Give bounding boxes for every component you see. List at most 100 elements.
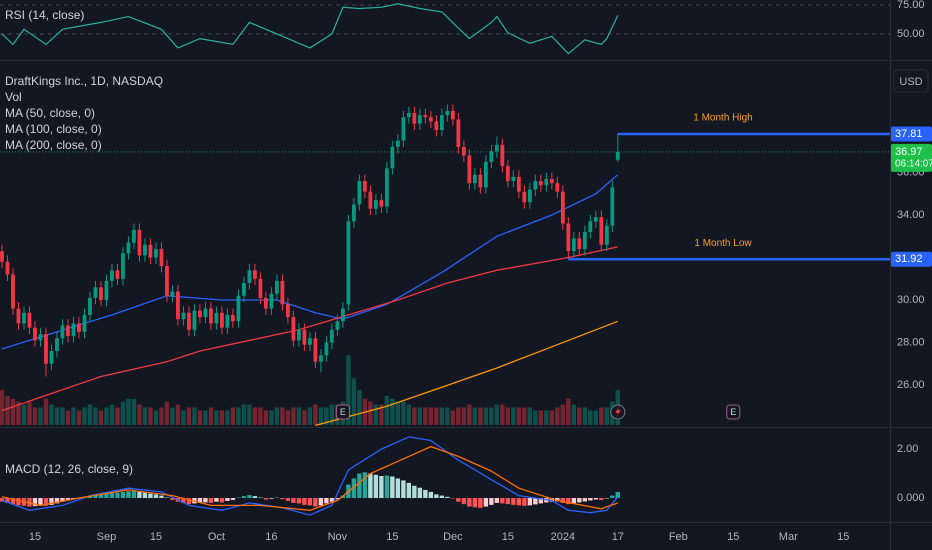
candle-body <box>483 161 488 188</box>
candle-body <box>258 278 263 298</box>
volume-bar <box>522 407 527 425</box>
countdown-label: 06:14:07 <box>895 159 932 170</box>
histogram-bar <box>109 493 115 499</box>
histogram-bar <box>208 498 214 503</box>
histogram-bar <box>164 497 170 499</box>
histogram-bar <box>32 498 38 507</box>
candle-body <box>159 249 164 267</box>
candle-body <box>16 308 21 324</box>
candle-body <box>280 280 285 305</box>
candle-body <box>22 312 26 324</box>
histogram-bar <box>489 498 494 505</box>
candle-body <box>148 244 153 258</box>
volume-bar <box>32 407 38 425</box>
histogram-bar <box>439 495 445 499</box>
candle-body <box>538 181 543 186</box>
candle-body <box>423 115 428 118</box>
histogram-bar <box>588 498 593 501</box>
y-tick-label: 34.00 <box>897 209 925 221</box>
earnings-marker <box>726 404 741 420</box>
volume-bar <box>87 404 93 425</box>
candle-body <box>417 115 422 124</box>
volume-bar <box>599 407 604 425</box>
histogram-bar <box>494 498 500 503</box>
x-tick-label: Oct <box>208 531 225 543</box>
volume-bar <box>71 407 76 425</box>
volume-bar <box>269 410 274 425</box>
candle-body <box>110 270 114 281</box>
histogram-bar <box>43 498 49 506</box>
volume-bar <box>60 407 65 425</box>
candle-body <box>615 151 620 160</box>
earnings-label: E <box>340 407 346 417</box>
legend-entry: MA (100, close, 0) <box>5 122 102 136</box>
candle-body <box>439 115 444 131</box>
volume-bar <box>456 407 461 425</box>
histogram-bar <box>65 498 71 501</box>
histogram-bar <box>60 498 65 502</box>
histogram-bar <box>467 498 472 507</box>
candle-body <box>373 200 378 209</box>
histogram-bar <box>412 485 417 499</box>
volume-bar <box>384 395 390 425</box>
currency[interactable]: USD <box>899 76 922 88</box>
histogram-bar <box>511 498 516 505</box>
candle-body <box>555 183 560 192</box>
histogram-bar <box>247 495 252 499</box>
candle-body <box>549 178 554 184</box>
volume-bar <box>126 398 131 425</box>
volume-bar <box>181 410 186 425</box>
candle-body <box>604 225 609 245</box>
volume-bar <box>296 407 302 425</box>
volume-bar <box>439 407 445 425</box>
candle-body <box>88 297 92 315</box>
histogram-bar <box>274 497 280 499</box>
candle-body <box>610 187 615 226</box>
candle-body <box>49 351 54 364</box>
volume-bar <box>27 401 32 425</box>
y-tick-label: 2.00 <box>897 443 918 455</box>
volume-bar <box>538 410 544 425</box>
volume-bar <box>318 407 324 425</box>
histogram-bar <box>368 473 373 499</box>
histogram-bar <box>291 498 296 503</box>
histogram-bar <box>0 498 5 502</box>
x-tick-label: Mar <box>779 531 798 543</box>
volume-bar <box>65 410 71 425</box>
candle-body <box>533 181 538 190</box>
volume-bar <box>49 404 54 425</box>
y-tick-label: 30.00 <box>897 294 925 306</box>
histogram-bar <box>49 498 54 505</box>
x-tick-label: 17 <box>612 531 624 543</box>
candle-body <box>66 325 70 337</box>
volume-bar <box>566 398 571 425</box>
volume-bar <box>379 404 384 425</box>
y-tick-label: 26.00 <box>897 379 925 391</box>
candle-body <box>478 174 483 188</box>
moving-average <box>1 246 618 412</box>
currency-box[interactable] <box>893 69 929 93</box>
volume-bar <box>21 404 27 425</box>
volume-bar <box>98 410 104 425</box>
level-label: 1 Month High <box>693 113 752 124</box>
volume-bar <box>461 407 467 425</box>
candle-body <box>582 232 587 250</box>
macd-line <box>1 445 619 511</box>
volume-bar <box>505 407 511 425</box>
volume-bar <box>175 404 181 425</box>
candle-body <box>154 249 158 258</box>
candle-body <box>264 297 268 309</box>
histogram-bar <box>252 496 258 499</box>
histogram-bar <box>379 476 384 499</box>
histogram-bar <box>533 498 538 505</box>
histogram-bar <box>93 495 98 499</box>
candle-body <box>99 287 103 301</box>
volume-bar <box>511 407 516 425</box>
candle-body <box>428 117 433 122</box>
volume-bar <box>252 407 258 425</box>
histogram-bar <box>417 487 423 499</box>
volume-bar <box>5 395 10 425</box>
candle-body <box>566 223 571 252</box>
candle-body <box>11 274 15 309</box>
